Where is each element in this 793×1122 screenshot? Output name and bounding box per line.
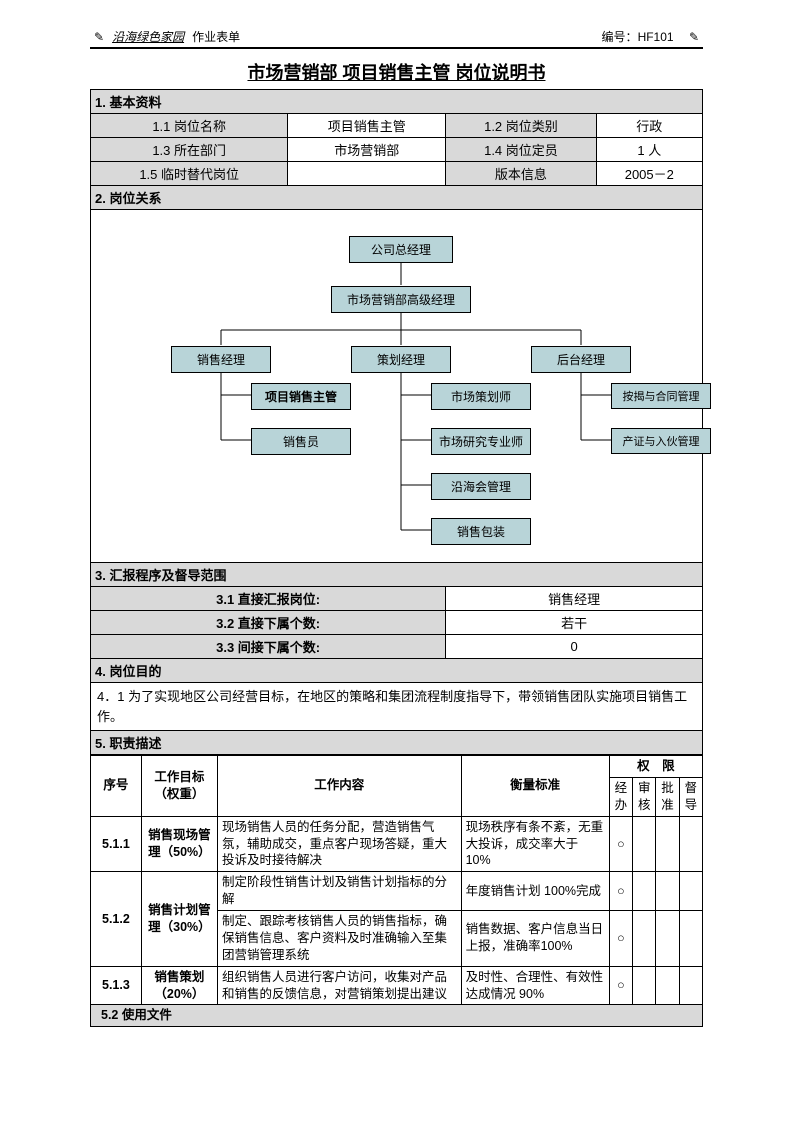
auth-cell xyxy=(656,816,679,872)
org-node-package: 销售包装 xyxy=(431,518,531,545)
header-rule xyxy=(90,47,703,49)
label-3-2: 3.2 直接下属个数: xyxy=(91,611,446,635)
auth-col-3: 批准 xyxy=(656,777,679,816)
page-header: ✎ 沿海绿色家园 作业表单 编号：HF101 ✎ xyxy=(90,28,703,47)
resp-row-512a: 5.1.2 销售计划管理（30%） 制定阶段性销售计划及销售计划指标的分解 年度… xyxy=(91,872,703,911)
value-1-3: 市场营销部 xyxy=(288,138,446,162)
auth-cell: ○ xyxy=(609,911,632,967)
resp-content: 制定、跟踪考核销售人员的销售指标，确保销售信息、客户资料及时准确输入至集团营销管… xyxy=(218,911,462,967)
resp-col-content: 工作内容 xyxy=(218,756,462,817)
org-node-back-mgr: 后台经理 xyxy=(531,346,631,373)
value-1-5 xyxy=(288,162,446,186)
auth-cell xyxy=(633,911,656,967)
org-node-researcher: 市场研究专业师 xyxy=(431,428,531,455)
resp-no: 5.1.3 xyxy=(91,966,142,1005)
org-node-cert: 产证与入伙管理 xyxy=(611,428,711,454)
auth-cell xyxy=(633,816,656,872)
value-3-2: 若干 xyxy=(446,611,703,635)
section-3-header: 3. 汇报程序及督导范围 xyxy=(91,563,703,587)
pointer-icon: ✎ xyxy=(94,30,104,44)
value-1-2: 行政 xyxy=(596,114,702,138)
resp-col-measure: 衡量标准 xyxy=(461,756,609,817)
auth-cell xyxy=(679,872,702,911)
form-label: 作业表单 xyxy=(192,28,240,45)
resp-target: 销售计划管理（30%） xyxy=(141,872,217,966)
auth-cell xyxy=(656,966,679,1005)
auth-cell xyxy=(633,872,656,911)
label-version: 版本信息 xyxy=(446,162,596,186)
resp-content: 组织销售人员进行客户访问，收集对产品和销售的反馈信息，对营销策划提出建议 xyxy=(218,966,462,1005)
resp-col-auth: 权 限 xyxy=(609,756,702,778)
auth-cell xyxy=(679,966,702,1005)
value-1-1: 项目销售主管 xyxy=(288,114,446,138)
auth-cell xyxy=(679,816,702,872)
label-1-5: 1.5 临时替代岗位 xyxy=(91,162,288,186)
resp-measure: 及时性、合理性、有效性达成情况 90% xyxy=(461,966,609,1005)
label-1-3: 1.3 所在部门 xyxy=(91,138,288,162)
org-node-mortgage: 按揭与合同管理 xyxy=(611,383,711,409)
resp-row-513: 5.1.3 销售策划（20%） 组织销售人员进行客户访问，收集对产品和销售的反馈… xyxy=(91,966,703,1005)
org-node-sales-mgr: 销售经理 xyxy=(171,346,271,373)
org-node-plan-mgr: 策划经理 xyxy=(351,346,451,373)
label-3-1: 3.1 直接汇报岗位: xyxy=(91,587,446,611)
auth-col-4: 督导 xyxy=(679,777,702,816)
code-label: 编号： xyxy=(602,30,638,44)
pointer-icon: ✎ xyxy=(689,30,699,44)
resp-col-target: 工作目标（权重） xyxy=(141,756,217,817)
responsibilities-table: 序号 工作目标（权重） 工作内容 衡量标准 权 限 经办 审核 批准 督导 5.… xyxy=(90,755,703,1027)
org-node-proj-sup: 项目销售主管 xyxy=(251,383,351,410)
auth-col-2: 审核 xyxy=(633,777,656,816)
resp-col-no: 序号 xyxy=(91,756,142,817)
label-1-1: 1.1 岗位名称 xyxy=(91,114,288,138)
auth-cell xyxy=(656,911,679,967)
section-1-header: 1. 基本资料 xyxy=(91,90,703,114)
resp-measure: 年度销售计划 100%完成 xyxy=(461,872,609,911)
section-4-header: 4. 岗位目的 xyxy=(91,659,703,683)
resp-content: 现场销售人员的任务分配，营造销售气氛，辅助成交，重点客户现场答疑，重大投诉及时接… xyxy=(218,816,462,872)
document-title: 市场营销部 项目销售主管 岗位说明书 xyxy=(90,55,703,89)
purpose-text: 4．1 为了实现地区公司经营目标，在地区的策略和集团流程制度指导下，带领销售团队… xyxy=(91,683,703,731)
value-3-3: 0 xyxy=(446,635,703,659)
org-node-planner: 市场策划师 xyxy=(431,383,531,410)
value-1-4: 1 人 xyxy=(596,138,702,162)
auth-cell xyxy=(656,872,679,911)
resp-row-511: 5.1.1 销售现场管理（50%） 现场销售人员的任务分配，营造销售气氛，辅助成… xyxy=(91,816,703,872)
label-1-4: 1.4 岗位定员 xyxy=(446,138,596,162)
org-node-senior-mgr: 市场营销部高级经理 xyxy=(331,286,471,313)
resp-no: 5.1.1 xyxy=(91,816,142,872)
org-node-gm: 公司总经理 xyxy=(349,236,453,263)
label-1-2: 1.2 岗位类别 xyxy=(446,114,596,138)
value-version: 2005－2 xyxy=(596,162,702,186)
auth-cell xyxy=(679,911,702,967)
auth-col-1: 经办 xyxy=(609,777,632,816)
auth-cell xyxy=(633,966,656,1005)
label-3-3: 3.3 间接下属个数: xyxy=(91,635,446,659)
resp-content: 制定阶段性销售计划及销售计划指标的分解 xyxy=(218,872,462,911)
resp-measure: 销售数据、客户信息当日上报，准确率100% xyxy=(461,911,609,967)
section-2-header: 2. 岗位关系 xyxy=(91,186,703,210)
section-5-header: 5. 职责描述 xyxy=(91,731,703,755)
org-chart: 公司总经理 市场营销部高级经理 销售经理 策划经理 后台经理 项目销售主管 销售… xyxy=(101,230,692,550)
org-node-club: 沿海会管理 xyxy=(431,473,531,500)
auth-cell: ○ xyxy=(609,872,632,911)
section-5-2: 5.2 使用文件 xyxy=(91,1005,703,1027)
resp-target: 销售现场管理（50%） xyxy=(141,816,217,872)
resp-measure: 现场秩序有条不紊，无重大投诉，成交率大于 10% xyxy=(461,816,609,872)
org-node-salesman: 销售员 xyxy=(251,428,351,455)
value-3-1: 销售经理 xyxy=(446,587,703,611)
company-name: 沿海绿色家园 xyxy=(112,28,184,45)
main-table: 1. 基本资料 1.1 岗位名称 项目销售主管 1.2 岗位类别 行政 1.3 … xyxy=(90,89,703,755)
auth-cell: ○ xyxy=(609,966,632,1005)
resp-no: 5.1.2 xyxy=(91,872,142,966)
code-value: HF101 xyxy=(638,30,674,44)
resp-target: 销售策划（20%） xyxy=(141,966,217,1005)
auth-cell: ○ xyxy=(609,816,632,872)
org-chart-cell: 公司总经理 市场营销部高级经理 销售经理 策划经理 后台经理 项目销售主管 销售… xyxy=(91,210,703,563)
